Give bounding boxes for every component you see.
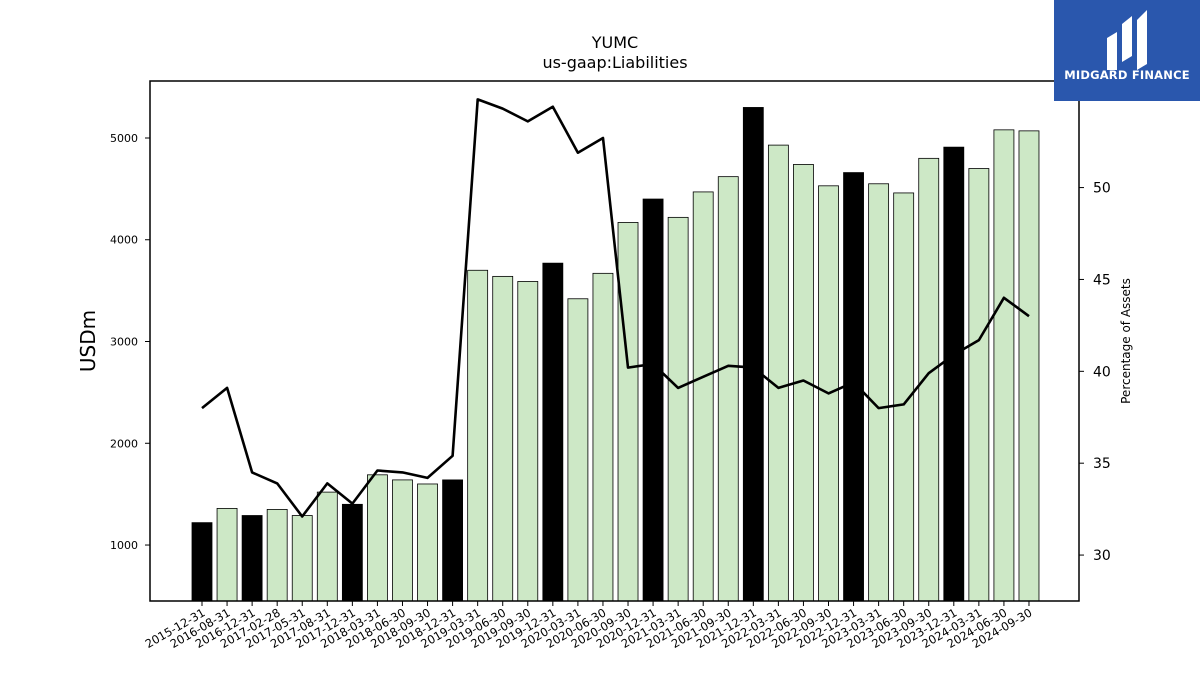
- x-axis: 2015-12-312016-08-312016-12-312017-02-28…: [143, 601, 1034, 651]
- bar-2017-08-31: [316, 491, 338, 602]
- y2-tick-label-45: 45: [1093, 272, 1111, 288]
- bar-2017-12-31: [341, 503, 363, 602]
- y-tick-label-5000: 5000: [110, 132, 138, 145]
- bar-2020-12-31: [642, 198, 664, 602]
- y2-tick-label-35: 35: [1093, 456, 1111, 472]
- y-tick-label-4000: 4000: [110, 234, 138, 247]
- bar-2024-06-30: [993, 129, 1015, 602]
- bar-2022-03-31: [767, 144, 789, 602]
- y2-axis-label: Percentage of Assets: [1119, 278, 1133, 404]
- y-tick-label-3000: 3000: [110, 336, 138, 349]
- y-axis-label: USDm: [76, 310, 100, 372]
- midgard-finance-logo: MIDGARD FINANCE: [1054, 0, 1200, 101]
- bar-2021-03-31: [667, 216, 689, 602]
- y2-axis: 303540455055: [1079, 89, 1111, 564]
- bar-2018-06-30: [392, 479, 413, 602]
- bar-2019-03-31: [467, 269, 489, 602]
- bar-2016-08-31: [216, 507, 238, 602]
- bar-2020-06-30: [592, 272, 614, 602]
- bar-2023-03-31: [868, 183, 890, 602]
- bar-2017-05-31: [291, 515, 313, 602]
- logo-mark-icon: [1107, 10, 1147, 70]
- bar-2021-12-31: [742, 107, 764, 602]
- bar-2019-12-31: [542, 262, 564, 602]
- bar-2017-02-28: [266, 509, 288, 602]
- bar-2019-09-30: [517, 281, 539, 602]
- bars-layer: [191, 107, 1040, 602]
- y2-tick-label-30: 30: [1093, 548, 1111, 564]
- bar-2016-12-31: [241, 515, 263, 602]
- bar-2018-12-31: [442, 479, 464, 602]
- bar-2018-03-31: [367, 474, 388, 602]
- line-layer: [201, 98, 1030, 518]
- bar-2024-09-30: [1018, 130, 1040, 602]
- chart-subtitle: us-gaap:Liabilities: [542, 53, 687, 72]
- bar-2020-09-30: [617, 222, 639, 602]
- y2-tick-label-50: 50: [1093, 181, 1111, 197]
- y-tick-label-1000: 1000: [110, 539, 138, 552]
- liabilities-pct-line: [201, 98, 1030, 518]
- y2-tick-label-40: 40: [1093, 364, 1111, 380]
- bar-2023-12-31: [943, 146, 965, 602]
- y-axis: 1000 2000 3000 4000 5000: [110, 132, 150, 552]
- bar-2020-03-31: [567, 298, 589, 602]
- chart-title: YUMC: [591, 33, 638, 52]
- bar-2024-03-31: [968, 168, 990, 602]
- y-tick-label-2000: 2000: [110, 437, 138, 450]
- bar-2018-09-30: [417, 483, 438, 602]
- logo-text: MIDGARD FINANCE: [1064, 68, 1190, 82]
- bar-2015-12-31: [191, 522, 213, 602]
- bar-2019-06-30: [492, 275, 514, 602]
- plot-frame: [149, 80, 1080, 602]
- bar-2023-09-30: [918, 157, 940, 602]
- bar-2021-09-30: [717, 176, 739, 602]
- bar-2021-06-30: [692, 191, 714, 602]
